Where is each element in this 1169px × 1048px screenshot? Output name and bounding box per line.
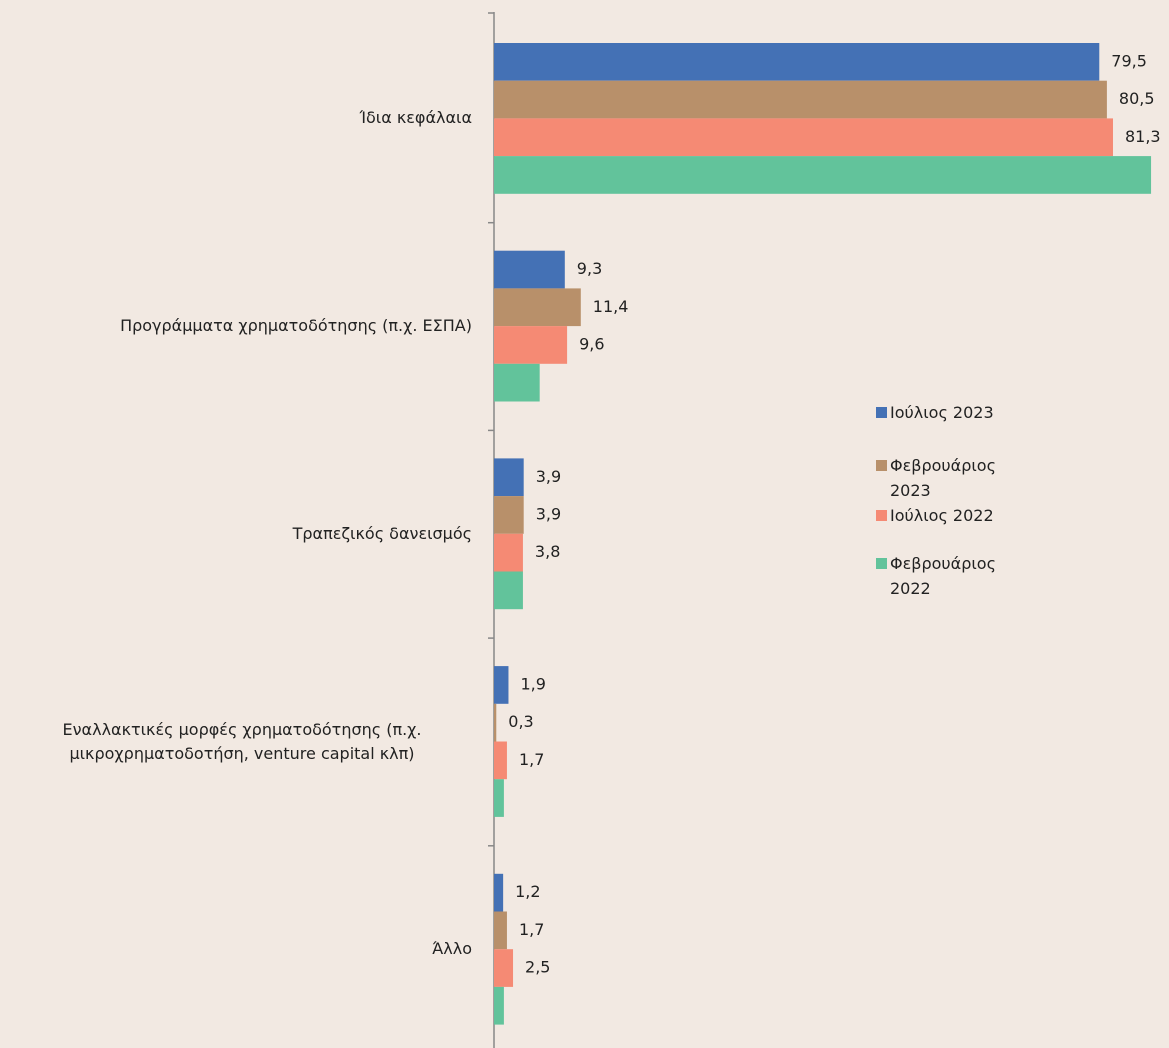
bar	[494, 741, 507, 780]
data-label: 1,9	[520, 674, 545, 693]
legend-item: Φεβρουάριος 2022	[876, 551, 1046, 601]
category-label: Άλλο	[0, 937, 472, 961]
data-label: 1,2	[515, 882, 540, 901]
category-label: Ίδια κεφάλαια	[0, 106, 472, 130]
bar	[494, 80, 1107, 119]
bar	[494, 326, 568, 364]
data-label: 3,8	[535, 542, 560, 561]
legend-item: Ιούλιος 2023	[876, 400, 1046, 425]
category-text: Εναλλακτικές μορφές χρηματοδότησης (π.χ.…	[62, 719, 422, 763]
bar	[494, 911, 507, 950]
data-label: 3,9	[536, 504, 561, 523]
bar	[494, 43, 1100, 81]
legend-item: Ιούλιος 2022	[876, 503, 1046, 528]
category-text: Ίδια κεφάλαια	[359, 108, 472, 128]
data-label: 1,7	[519, 920, 544, 939]
bar	[494, 779, 504, 817]
legend-label: Ιούλιος 2022	[890, 506, 994, 525]
bar	[494, 533, 523, 572]
bar	[494, 363, 540, 402]
category-text: Τραπεζικός δανεισμός	[292, 523, 472, 543]
data-label: 2,5	[525, 958, 550, 977]
data-label: 9,6	[579, 334, 604, 353]
legend-label: Φεβρουάριος 2023	[890, 456, 996, 500]
data-label: 11,4	[593, 297, 629, 316]
data-label: 81,3	[1125, 127, 1161, 146]
data-label: 3,9	[536, 467, 561, 486]
bar	[494, 288, 581, 327]
data-label: 9,3	[577, 259, 602, 278]
legend-swatch	[876, 510, 887, 521]
bar	[494, 458, 524, 497]
legend-label: Ιούλιος 2023	[890, 403, 994, 422]
category-text: Άλλο	[432, 939, 472, 959]
data-label: 0,3	[508, 712, 533, 731]
legend-item: Φεβρουάριος 2023	[876, 453, 1046, 503]
bar	[494, 118, 1113, 157]
bar	[494, 949, 514, 987]
category-label: Προγράμματα χρηματοδότησης (π.χ. ΕΣΠΑ)	[0, 314, 472, 338]
bar	[494, 703, 497, 742]
data-label: 79,5	[1111, 51, 1147, 70]
bar	[494, 496, 524, 534]
bar	[494, 986, 504, 1025]
category-text: Προγράμματα χρηματοδότησης (π.χ. ΕΣΠΑ)	[120, 316, 472, 336]
bar	[494, 156, 1152, 194]
bar	[494, 571, 523, 610]
bar	[494, 873, 504, 912]
legend-label: Φεβρουάριος 2022	[890, 554, 996, 598]
category-label: Εναλλακτικές μορφές χρηματοδότησης (π.χ.…	[0, 718, 472, 766]
data-label: 80,5	[1119, 89, 1155, 108]
category-label: Τραπεζικός δανεισμός	[0, 522, 472, 546]
legend-swatch	[876, 407, 887, 418]
bar	[494, 666, 509, 704]
legend-swatch	[876, 558, 887, 569]
data-label: 1,7	[519, 750, 544, 769]
legend-swatch	[876, 460, 887, 471]
bar	[494, 250, 565, 289]
